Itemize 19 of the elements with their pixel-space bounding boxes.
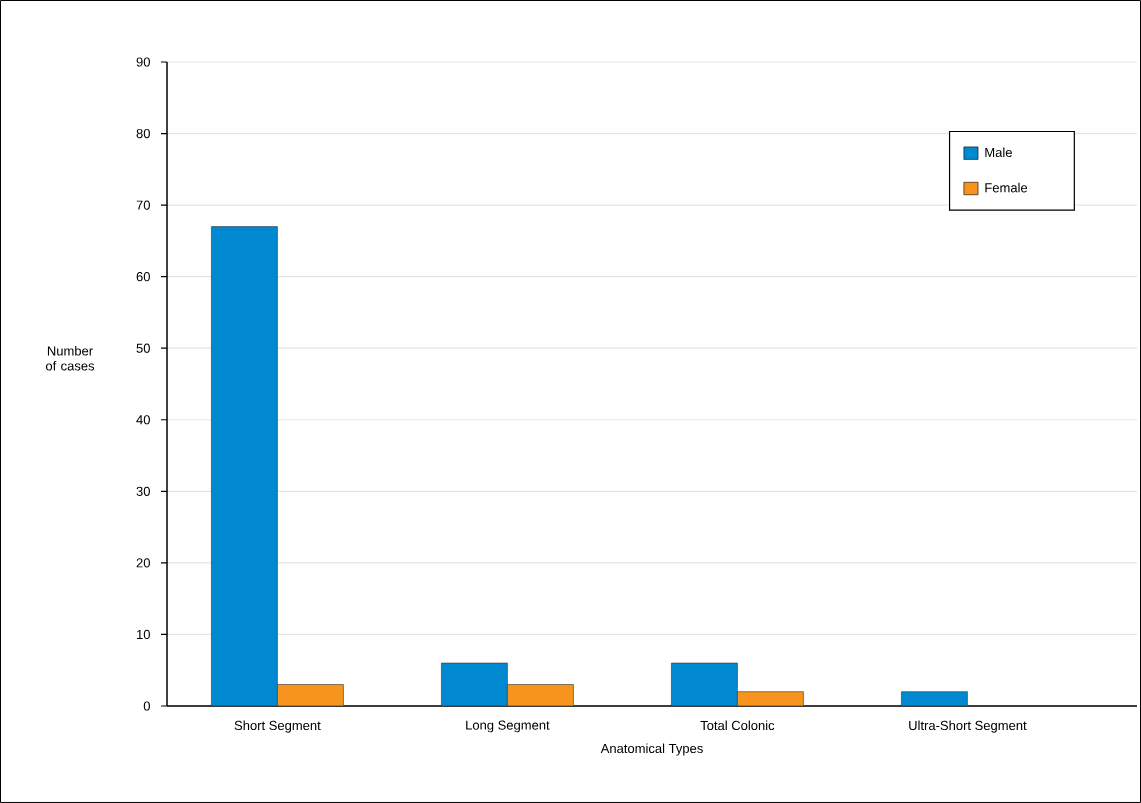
x-tick-label: Total Colonic: [700, 720, 775, 731]
y-tick-label: 40: [136, 415, 150, 425]
y-tick-label: 50: [136, 343, 150, 353]
y-tick-label: 70: [136, 200, 150, 210]
y-axis-title: Number of cases: [45, 345, 95, 371]
x-tick-label: Long Segment: [466, 720, 550, 733]
y-tick-label: 0: [143, 701, 150, 711]
x-tick-label: Ultra-Short Segment: [909, 720, 1027, 733]
y-tick-label: 30: [136, 486, 150, 496]
legend-label: Male: [985, 147, 1012, 158]
y-tick-label: 90: [136, 57, 150, 67]
bar: [901, 691, 968, 707]
y-tick-label: 20: [136, 558, 150, 568]
x-tick-label: Short Segment: [234, 720, 321, 733]
x-axis-title: Anatomical Types: [600, 743, 703, 756]
legend-label: Female: [985, 182, 1028, 193]
y-tick-label: 60: [136, 272, 150, 282]
y-tick-label: 10: [137, 629, 150, 640]
y-tick-label: 80: [136, 128, 150, 139]
